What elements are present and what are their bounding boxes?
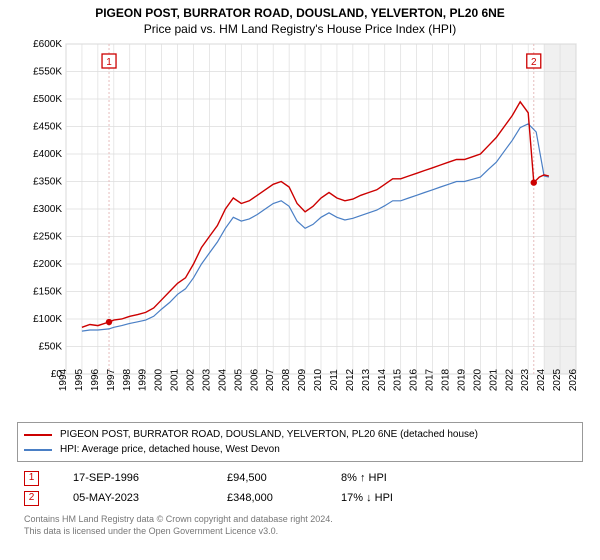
marker-row-badge: 2 xyxy=(24,491,39,506)
x-tick-label: 2002 xyxy=(186,368,197,391)
legend-swatch xyxy=(24,449,52,451)
y-tick-label: £350K xyxy=(33,177,62,188)
x-tick-label: 2019 xyxy=(456,368,467,391)
attribution-line: Contains HM Land Registry data © Crown c… xyxy=(24,514,576,526)
x-tick-label: 1995 xyxy=(74,368,85,391)
x-tick-label: 2012 xyxy=(345,368,356,391)
x-tick-label: 2009 xyxy=(297,368,308,391)
x-tick-label: 2000 xyxy=(154,368,165,391)
marker-row-date: 05-MAY-2023 xyxy=(73,492,193,504)
y-tick-label: £150K xyxy=(33,287,62,298)
chart-svg: £0£50K£100K£150K£200K£250K£300K£350K£400… xyxy=(20,38,580,418)
y-tick-label: £400K xyxy=(33,149,62,160)
marker-badge-number: 1 xyxy=(106,57,112,68)
legend-label: PIGEON POST, BURRATOR ROAD, DOUSLAND, YE… xyxy=(60,429,478,440)
y-tick-label: £250K xyxy=(33,232,62,243)
legend-swatch xyxy=(24,434,52,436)
x-tick-label: 2013 xyxy=(361,368,372,391)
y-tick-label: £600K xyxy=(33,39,62,50)
x-tick-label: 1998 xyxy=(122,368,133,391)
marker-table: 1 17-SEP-1996 £94,500 8% ↑ HPI 2 05-MAY-2023 £… xyxy=(18,468,582,508)
marker-row-hpi: 17% ↓ HPI xyxy=(341,492,431,504)
chart: £0£50K£100K£150K£200K£250K£300K£350K£400… xyxy=(20,38,580,418)
y-tick-label: £200K xyxy=(33,259,62,270)
marker-dot xyxy=(531,179,537,185)
x-tick-label: 2025 xyxy=(552,368,563,391)
marker-row-price: £348,000 xyxy=(227,492,307,504)
x-tick-label: 2020 xyxy=(472,368,483,391)
legend-label: HPI: Average price, detached house, West… xyxy=(60,444,280,455)
x-tick-label: 2026 xyxy=(568,368,579,391)
marker-row-badge: 1 xyxy=(24,471,39,486)
x-tick-label: 2015 xyxy=(393,368,404,391)
x-tick-label: 2018 xyxy=(441,368,452,391)
marker-dot xyxy=(106,319,112,325)
y-tick-label: £550K xyxy=(33,67,62,78)
x-tick-label: 2005 xyxy=(233,368,244,391)
x-tick-label: 2014 xyxy=(377,368,388,391)
x-tick-label: 2006 xyxy=(249,368,260,391)
x-tick-label: 1994 xyxy=(58,368,69,391)
marker-row: 2 05-MAY-2023 £348,000 17% ↓ HPI xyxy=(24,488,576,508)
x-tick-label: 2004 xyxy=(217,368,228,391)
x-tick-label: 1997 xyxy=(106,368,117,391)
legend: PIGEON POST, BURRATOR ROAD, DOUSLAND, YE… xyxy=(17,422,583,462)
marker-badge-number: 2 xyxy=(531,57,537,68)
y-tick-label: £450K xyxy=(33,122,62,133)
page-title: PIGEON POST, BURRATOR ROAD, DOUSLAND, YE… xyxy=(0,6,600,20)
x-tick-label: 2017 xyxy=(425,368,436,391)
x-tick-label: 2023 xyxy=(520,368,531,391)
marker-row-price: £94,500 xyxy=(227,472,307,484)
x-tick-label: 2010 xyxy=(313,368,324,391)
y-tick-label: £300K xyxy=(33,204,62,215)
x-tick-label: 2021 xyxy=(488,368,499,391)
x-tick-label: 2024 xyxy=(536,368,547,391)
series-price_paid xyxy=(82,102,549,327)
x-tick-label: 2003 xyxy=(201,368,212,391)
x-tick-label: 2022 xyxy=(504,368,515,391)
y-tick-label: £50K xyxy=(39,342,63,353)
header: PIGEON POST, BURRATOR ROAD, DOUSLAND, YE… xyxy=(0,0,600,38)
x-tick-label: 1996 xyxy=(90,368,101,391)
marker-row-date: 17-SEP-1996 xyxy=(73,472,193,484)
x-tick-label: 1999 xyxy=(138,368,149,391)
page-subtitle: Price paid vs. HM Land Registry's House … xyxy=(0,22,600,36)
y-tick-label: £500K xyxy=(33,94,62,105)
attribution-line: This data is licensed under the Open Gov… xyxy=(24,526,576,538)
marker-row-hpi: 8% ↑ HPI xyxy=(341,472,431,484)
x-tick-label: 2008 xyxy=(281,368,292,391)
x-tick-label: 2011 xyxy=(329,369,340,391)
y-tick-label: £100K xyxy=(33,314,62,325)
x-tick-label: 2001 xyxy=(170,368,181,391)
x-tick-label: 2007 xyxy=(265,368,276,391)
legend-item: PIGEON POST, BURRATOR ROAD, DOUSLAND, YE… xyxy=(24,427,576,442)
attribution: Contains HM Land Registry data © Crown c… xyxy=(18,514,582,537)
x-tick-label: 2016 xyxy=(409,368,420,391)
legend-item: HPI: Average price, detached house, West… xyxy=(24,442,576,457)
marker-row: 1 17-SEP-1996 £94,500 8% ↑ HPI xyxy=(24,468,576,488)
